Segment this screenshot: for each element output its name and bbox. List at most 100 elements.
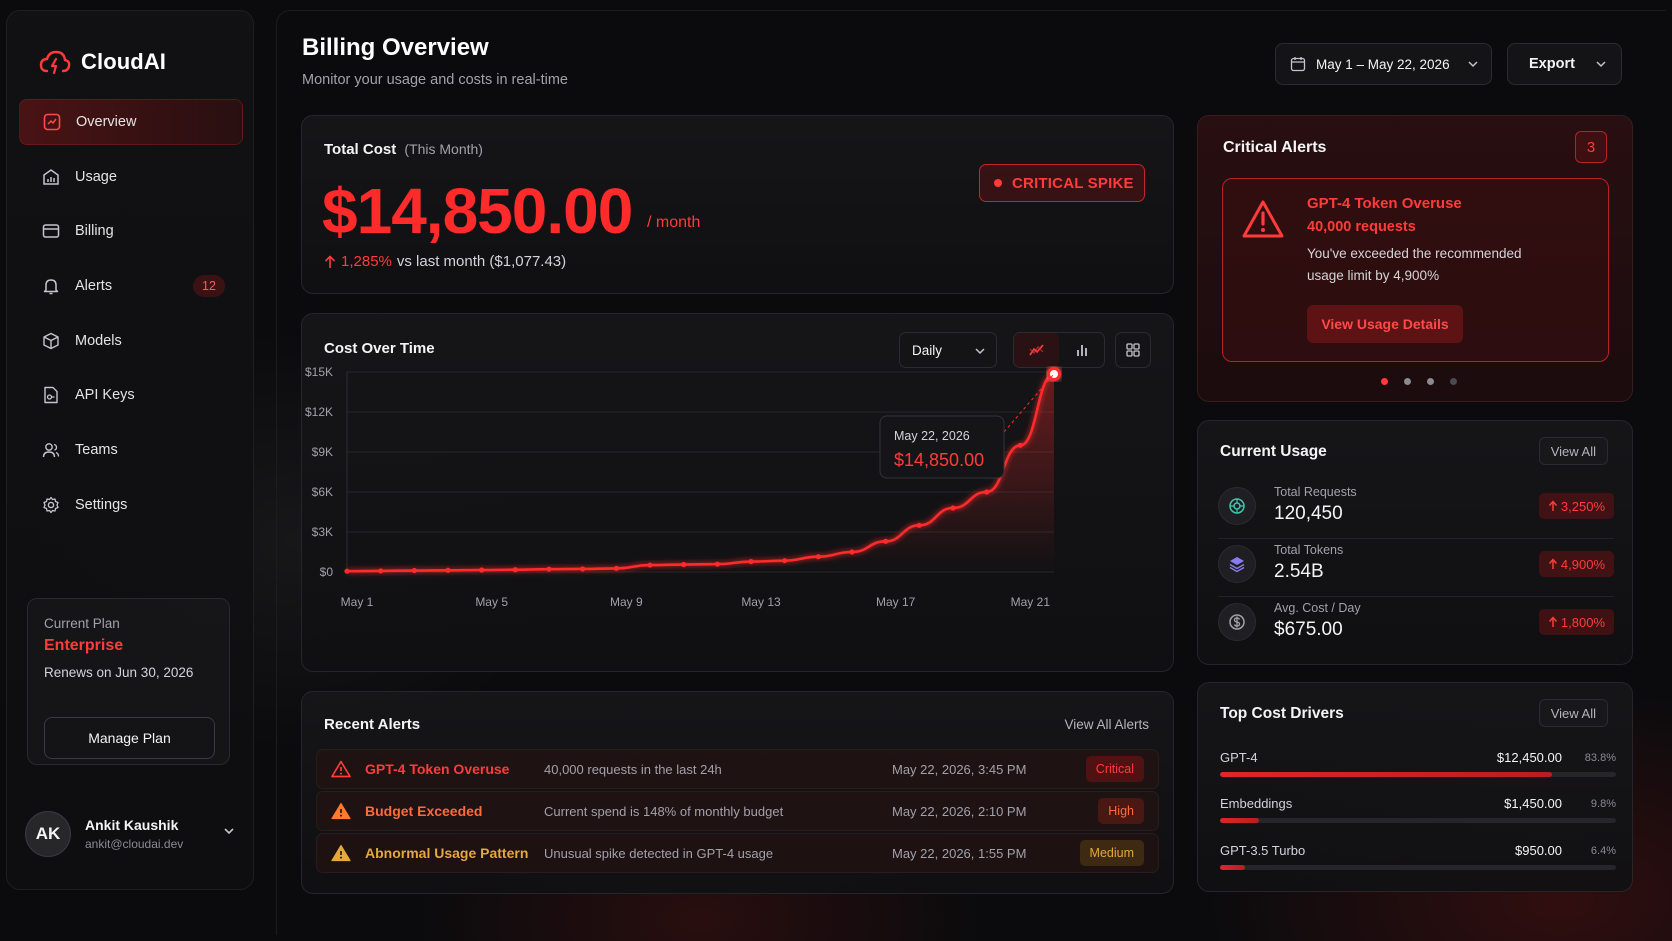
divider: [1218, 596, 1614, 597]
data-point[interactable]: [1017, 442, 1023, 448]
data-point[interactable]: [378, 568, 384, 574]
user-menu[interactable]: AK Ankit Kaushik ankit@cloudai.dev: [25, 806, 240, 862]
driver-name: GPT-3.5 Turbo: [1220, 843, 1306, 858]
x-tick-label: May 5: [475, 595, 508, 609]
view-all-alerts-link[interactable]: View All Alerts: [1064, 717, 1149, 732]
grid-icon: [1126, 343, 1140, 357]
critical-alert-subtitle: 40,000 requests: [1307, 219, 1416, 235]
sidebar-item-alerts[interactable]: Alerts 12: [19, 263, 243, 309]
data-point[interactable]: [984, 489, 990, 495]
chevron-down-icon: [974, 345, 986, 357]
data-point[interactable]: [479, 567, 485, 573]
sidebar-item-teams[interactable]: Teams: [19, 427, 243, 473]
driver-share-bar: [1220, 772, 1616, 777]
alert-row[interactable]: GPT-4 Token Overuse 40,000 requests in t…: [316, 749, 1159, 789]
export-button[interactable]: Export: [1507, 43, 1622, 85]
driver-share-bar: [1220, 818, 1616, 823]
driver-share-fill: [1220, 818, 1259, 823]
usage-icon: [41, 167, 61, 187]
usage-row: Avg. Cost / Day $675.00 1,800%: [1218, 595, 1614, 653]
carousel-dot[interactable]: [1404, 378, 1411, 385]
brand[interactable]: CloudAI: [39, 49, 166, 75]
data-point[interactable]: [580, 566, 586, 572]
usage-row: Total Requests 120,450 3,250%: [1218, 479, 1614, 537]
tooltip-value: $14,850.00: [894, 450, 984, 470]
line-chart-button[interactable]: [1014, 333, 1059, 367]
grid-view-button[interactable]: [1115, 332, 1151, 368]
sidebar-item-settings[interactable]: Settings: [19, 482, 243, 528]
data-point[interactable]: [714, 561, 720, 567]
data-point[interactable]: [883, 538, 889, 544]
sidebar-item-usage[interactable]: Usage: [19, 154, 243, 200]
x-tick-label: May 21: [1011, 595, 1051, 609]
warning-filled-icon: [331, 844, 351, 862]
cost-driver-row[interactable]: Embeddings $1,450.00 9.8%: [1220, 796, 1616, 830]
change-text: vs last month ($1,077.43): [396, 253, 567, 270]
sidebar-item-billing[interactable]: Billing: [19, 208, 243, 254]
data-point[interactable]: [546, 566, 552, 572]
top-cost-drivers-title: Top Cost Drivers: [1220, 705, 1344, 722]
driver-amount: $12,450.00: [1496, 750, 1562, 765]
granularity-value: Daily: [912, 342, 943, 358]
data-point[interactable]: [411, 567, 417, 574]
sidebar-item-label: Usage: [75, 168, 117, 185]
view-usage-details-button[interactable]: View Usage Details: [1307, 305, 1463, 343]
carousel-dot[interactable]: [1427, 378, 1434, 385]
chart-series-line: [346, 372, 1055, 573]
critical-alert-item: GPT-4 Token Overuse 40,000 requests You'…: [1222, 178, 1609, 362]
view-all-usage-button[interactable]: View All: [1538, 437, 1608, 465]
usage-value: 120,450: [1274, 503, 1343, 524]
total-cost-period: / month: [647, 214, 701, 231]
data-point[interactable]: [445, 567, 451, 573]
alert-row[interactable]: Budget Exceeded Current spend is 148% of…: [316, 791, 1159, 831]
chevron-down-icon: [1595, 58, 1607, 70]
manage-plan-button[interactable]: Manage Plan: [44, 717, 215, 759]
data-point[interactable]: [815, 554, 821, 560]
carousel-dot[interactable]: [1381, 378, 1388, 385]
usage-change-value: 4,900%: [1560, 556, 1605, 572]
data-point[interactable]: [512, 567, 518, 573]
driver-percent: 9.8%: [1590, 798, 1616, 810]
sidebar-item-overview[interactable]: Overview: [19, 99, 243, 145]
total-cost-label-text: Total Cost: [324, 141, 397, 158]
chevron-down-icon[interactable]: [222, 824, 236, 838]
sidebar-item-api-keys[interactable]: API Keys: [19, 372, 243, 418]
bar-chart-button[interactable]: [1059, 333, 1104, 367]
sidebar-item-label: Models: [75, 332, 122, 349]
granularity-select[interactable]: Daily: [899, 332, 997, 368]
cost-line-chart[interactable]: $0 $3K $6K $9K $12K $15K May 1 May 5 May 9 May 1…: [302, 314, 1175, 673]
usage-change-value: 1,800%: [1560, 614, 1605, 630]
status-dot-icon: [994, 179, 1002, 187]
data-point[interactable]: [748, 559, 754, 565]
data-point[interactable]: [344, 568, 350, 574]
data-point[interactable]: [647, 562, 653, 568]
divider: [1218, 538, 1614, 539]
sidebar: CloudAI Overview Usage Billing Alerts: [6, 10, 254, 890]
total-cost-card: Total Cost (This Month) $14,850.00 / mon…: [301, 115, 1174, 294]
data-point[interactable]: [849, 549, 855, 555]
view-all-drivers-button[interactable]: View All: [1538, 699, 1608, 727]
driver-amount: $950.00: [1515, 843, 1562, 858]
x-tick-label: May 13: [741, 595, 781, 609]
cost-driver-row[interactable]: GPT-3.5 Turbo $950.00 6.4%: [1220, 843, 1616, 877]
data-point[interactable]: [681, 561, 687, 568]
date-range-picker[interactable]: May 1 – May 22, 2026: [1275, 43, 1492, 85]
alert-time: May 22, 2026, 3:45 PM: [892, 761, 1027, 777]
usage-value: 2.54B: [1274, 561, 1324, 582]
driver-percent: 83.8%: [1584, 752, 1616, 764]
cost-driver-row[interactable]: GPT-4 $12,450.00 83.8%: [1220, 750, 1616, 784]
data-point[interactable]: [782, 558, 788, 564]
data-point[interactable]: [950, 505, 956, 511]
arrow-up-icon: [1548, 616, 1558, 628]
x-tick-label: May 9: [610, 595, 643, 609]
critical-alerts-count: 3: [1575, 131, 1607, 163]
carousel-dot[interactable]: [1450, 378, 1457, 385]
sidebar-item-models[interactable]: Models: [19, 318, 243, 364]
data-point[interactable]: [613, 565, 619, 571]
alert-row[interactable]: Abnormal Usage Pattern Unusual spike det…: [316, 833, 1159, 873]
arrow-up-icon: [324, 254, 336, 269]
sidebar-item-label: Settings: [75, 496, 128, 513]
top-cost-drivers-card: Top Cost Drivers View All GPT-4 $12,450.…: [1197, 682, 1633, 892]
data-point[interactable]: [916, 522, 922, 528]
network-icon: [1218, 487, 1256, 525]
